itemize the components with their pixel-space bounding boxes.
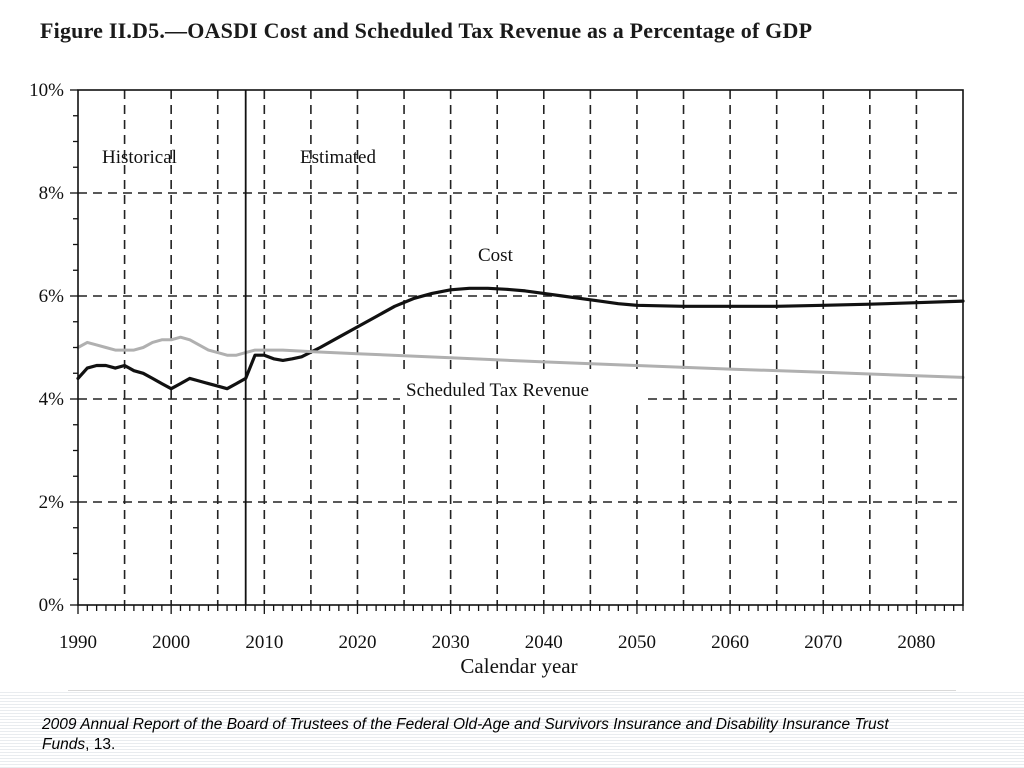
x-tick-label: 2070	[804, 632, 842, 653]
cost-label: Cost	[478, 245, 514, 266]
caption-page: , 13.	[85, 736, 116, 753]
x-axis-title: Calendar year	[460, 654, 577, 678]
y-tick-label: 2%	[39, 492, 65, 513]
x-tick-label: 2020	[338, 632, 376, 653]
axis-labels: 0% 2% 4% 6% 8% 10% 1990 2000 2010 2020 2030 2040 205…	[29, 80, 935, 678]
footer-stripe-background	[0, 690, 1024, 768]
estimated-label: Estimated	[300, 147, 376, 168]
y-tick-label: 6%	[39, 286, 65, 307]
y-tick-label: 4%	[39, 389, 65, 410]
chart-title: Figure II.D5.—OASDI Cost and Scheduled T…	[40, 18, 813, 43]
tax-revenue-label: Scheduled Tax Revenue	[406, 380, 589, 401]
plot-border	[77, 89, 964, 606]
annotations: Historical Estimated Cost Scheduled Tax Rev…	[102, 147, 646, 403]
footer-divider	[68, 690, 956, 691]
historical-label: Historical	[102, 147, 177, 168]
series-lines	[76, 286, 965, 391]
y-tick-label: 8%	[39, 183, 65, 204]
plot-frame	[77, 89, 964, 606]
tax-revenue-line	[76, 335, 965, 379]
x-tick-label: 2040	[525, 632, 563, 653]
x-tick-label: 2050	[618, 632, 656, 653]
x-tick-label: 1990	[59, 632, 97, 653]
grid-lines	[78, 90, 963, 605]
x-tick-label: 2010	[245, 632, 283, 653]
axis-ticks	[70, 89, 964, 614]
tax-label-background	[400, 375, 646, 403]
x-tick-label: 2030	[432, 632, 470, 653]
x-tick-label: 2000	[152, 632, 190, 653]
cost-label-background	[474, 240, 528, 268]
y-tick-label: 0%	[39, 595, 65, 616]
y-tick-label: 10%	[29, 80, 64, 101]
chart-plot: 0% 2% 4% 6% 8% 10% 1990 2000 2010 2020 2030 2040 205…	[29, 80, 965, 678]
x-tick-label: 2060	[711, 632, 749, 653]
x-tick-label: 2080	[897, 632, 935, 653]
source-caption: 2009 Annual Report of the Board of Trust…	[42, 715, 902, 755]
caption-report-title: 2009 Annual Report of the Board of Trust…	[42, 716, 889, 753]
